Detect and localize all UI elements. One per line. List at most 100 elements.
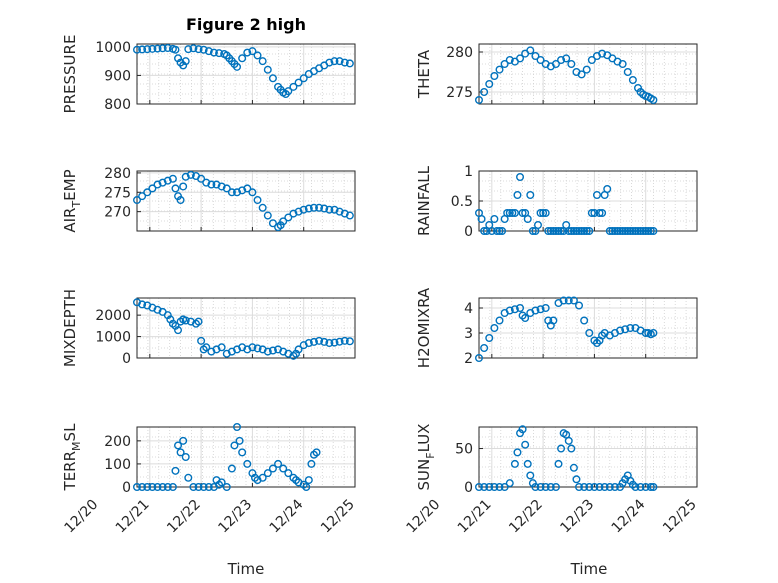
data-point [608,226,617,235]
data-point [580,226,589,235]
data-point [263,65,272,74]
data-point [253,344,262,353]
data-point [197,336,206,345]
data-point [526,46,535,55]
x-tick-label: 12/21 [455,497,495,537]
data-point [163,483,172,492]
data-point [564,436,573,445]
data-point [508,208,517,217]
data-point [258,203,267,212]
data-point [345,59,354,68]
data-point [179,182,188,191]
data-point [222,483,231,492]
data-point [485,483,494,492]
data-point [204,47,213,56]
data-point [330,57,339,66]
data-point [268,74,277,83]
data-point [505,306,514,315]
data-point [631,226,640,235]
y-tick-label: 100 [104,457,131,473]
y-axis-label: THETA [415,49,433,99]
y-axis-label: RAINFALL [415,165,433,236]
data-point [227,188,236,197]
data-point [325,339,334,348]
data-point [330,338,339,347]
data-point [500,60,509,69]
data-point [148,483,157,492]
data-point [641,226,650,235]
data-point [649,483,658,492]
data-point [194,317,203,326]
y-tick-label: 270 [104,205,131,221]
y-tick-label: 800 [104,97,131,113]
y-tick-label: 4 [464,301,473,317]
data-point [554,226,563,235]
data-point [340,336,349,345]
data-point [621,325,630,334]
data-point [320,337,329,346]
data-point [626,324,635,333]
y-tick-label: 1000 [95,40,131,56]
y-tick-label: 1 [464,164,473,180]
data-point [567,60,576,69]
data-point [518,208,527,217]
data-point [138,483,147,492]
data-point [575,226,584,235]
data-point [209,48,218,57]
data-point [516,304,525,313]
y-axis-label: PRESSURE [61,35,79,114]
data-point [551,60,560,69]
data-point [487,226,496,235]
data-point [475,354,484,363]
data-point [544,226,553,235]
data-point [215,49,224,58]
x-tick-label: 12/22 [506,497,546,537]
data-point [284,213,293,222]
y-tick-label: 2 [464,351,473,367]
data-point [153,483,162,492]
data-point [194,45,203,54]
data-point [309,203,318,212]
data-point [505,479,514,488]
data-point [480,344,489,353]
data-point [132,196,141,205]
y-axis-label: SUNFLUX [415,424,437,491]
data-point [253,51,262,60]
data-point [623,67,632,76]
data-point [636,226,645,235]
data-point [340,209,349,218]
x-tick-label: 12/20 [404,497,444,537]
data-point [557,226,566,235]
x-tick-label: 12/23 [557,497,597,537]
data-point [233,188,242,197]
data-point [335,207,344,216]
data-point [132,45,141,54]
data-point [595,208,604,217]
data-point [197,174,206,183]
data-point [572,226,581,235]
data-point [238,186,247,195]
data-point [546,483,555,492]
data-point [153,180,162,189]
data-point [575,483,584,492]
data-point [204,483,213,492]
data-point [176,448,185,457]
data-point [639,226,648,235]
data-point [567,226,576,235]
data-point [248,188,257,197]
data-point [554,459,563,468]
x-tick-label: 12/20 [62,497,102,537]
data-point [505,208,514,217]
data-point [531,483,540,492]
data-point [189,483,198,492]
y-tick-label: 275 [446,85,473,101]
data-point [138,192,147,201]
data-point [274,459,283,468]
data-point [536,305,545,314]
data-point [605,226,614,235]
data-point [628,226,637,235]
axes-frame [478,43,698,105]
data-point [148,184,157,193]
y-tick-label: 275 [104,185,131,201]
